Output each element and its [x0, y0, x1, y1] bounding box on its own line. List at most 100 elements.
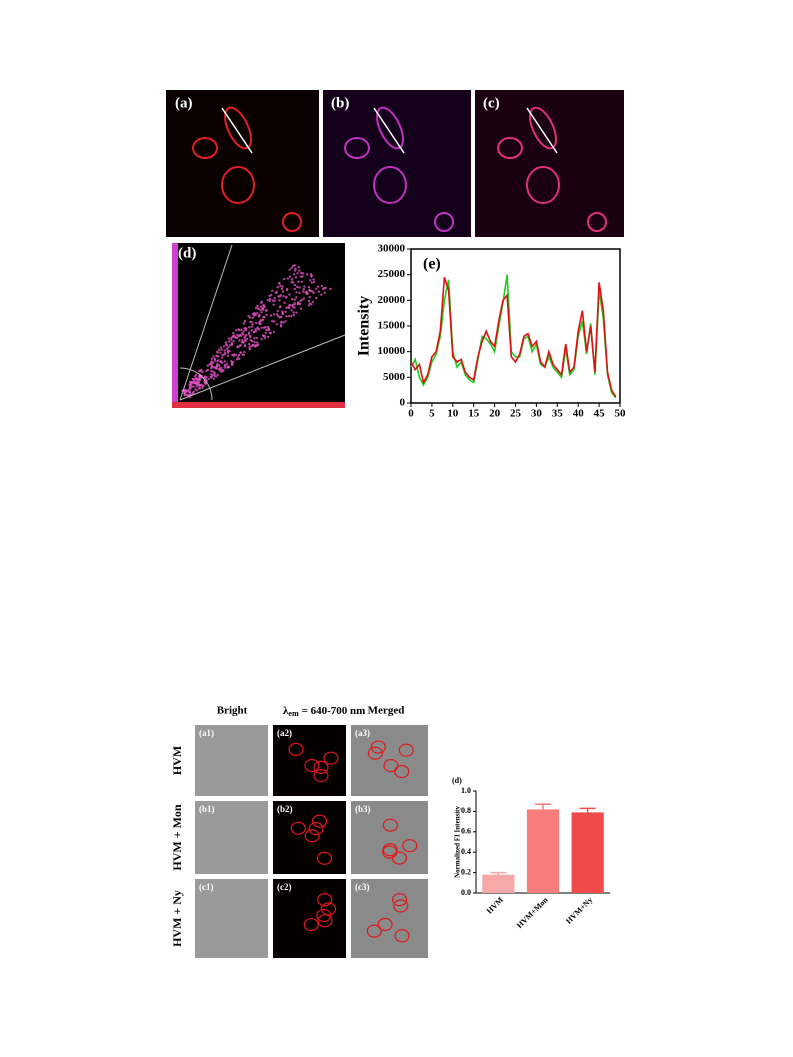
- scatter-dot: [295, 291, 298, 294]
- scatter-dot: [243, 336, 246, 340]
- cell: [304, 829, 320, 843]
- bar: [526, 809, 560, 893]
- scatter-dot: [207, 377, 210, 380]
- panel-label: (a2): [277, 728, 292, 738]
- panel-label: (b3): [355, 804, 371, 814]
- scatter-dot: [188, 383, 191, 386]
- micrograph: [351, 879, 428, 958]
- scatter-dot: [253, 337, 256, 340]
- scatter-dot: [300, 280, 303, 284]
- cell: [394, 929, 410, 943]
- scatter-dot: [323, 291, 326, 294]
- scatter-dot: [225, 344, 229, 347]
- axis-strip: [172, 243, 178, 408]
- scatter-dot: [291, 297, 294, 301]
- scatter-dot: [290, 266, 293, 270]
- panel-label: (b1): [199, 804, 215, 814]
- cell: [377, 917, 393, 932]
- scatter-dot: [253, 344, 256, 347]
- scatter-dot: [303, 285, 306, 288]
- scatter-dot: [254, 328, 257, 331]
- scatter-dot: [230, 343, 234, 346]
- scatter-dot: [198, 387, 201, 390]
- micrograph: [195, 879, 268, 958]
- scatter-dot: [267, 335, 270, 339]
- cell: [393, 899, 409, 913]
- scatter-dot: [244, 338, 247, 342]
- scatter-dot: [247, 342, 251, 346]
- scatter-dot: [282, 321, 285, 324]
- scatter-dot: [193, 378, 196, 381]
- scatter-dot: [220, 366, 223, 370]
- micrograph: [195, 725, 268, 796]
- scatter-dot: [307, 286, 311, 289]
- scatter-dot: [211, 373, 214, 377]
- cell: [382, 818, 398, 832]
- panel-label: (c): [483, 95, 500, 111]
- scatter-dot: [296, 301, 300, 304]
- series-line: [410, 276, 617, 398]
- scatter-dot: [276, 285, 279, 289]
- row-label: HVM + Ny: [170, 890, 184, 947]
- scatter-dot: [238, 357, 241, 361]
- cell: [308, 822, 324, 836]
- scatter-dot: [237, 345, 240, 349]
- scatter-dot: [290, 278, 294, 281]
- x-tick-label: 35: [552, 408, 564, 420]
- scatter-dot: [232, 335, 235, 338]
- scatter-dot: [206, 364, 209, 367]
- scatter-dot: [238, 339, 241, 342]
- cell: [316, 908, 332, 923]
- scatter-dot: [242, 333, 245, 336]
- panel-label: (b): [331, 95, 349, 111]
- scatter-dot: [305, 292, 309, 296]
- scatter-dot: [307, 299, 311, 303]
- scatter-dot: [264, 331, 267, 334]
- scatter-dot: [309, 279, 312, 282]
- bar-chart: 0.0 0.2 0.4 0.6 0.8 1.0 Normalized FI Intensit…: [452, 776, 610, 930]
- error-bar: [490, 871, 507, 875]
- panel-label: (c3): [355, 882, 370, 892]
- scatter-dot: [227, 366, 231, 369]
- scatter-dot: [268, 299, 271, 302]
- scatter-dot: [293, 273, 296, 276]
- scatter-dot: [230, 336, 233, 339]
- scatter-dot: [283, 301, 286, 304]
- scatter-dot: [190, 383, 193, 386]
- scatter-dot: [223, 360, 226, 363]
- scatter-dot: [212, 366, 215, 369]
- scatter-dot: [264, 335, 267, 338]
- scatter-dot: [265, 313, 268, 317]
- scatter-dot: [310, 274, 313, 278]
- y-tick-label: 0.0: [461, 888, 471, 897]
- scatter-dot: [235, 353, 238, 357]
- scatter-dot: [329, 287, 332, 291]
- scatter-dot: [232, 361, 235, 364]
- scatter-dot: [240, 334, 243, 337]
- scatter-dot: [309, 273, 313, 276]
- scatter-dot: [278, 299, 281, 302]
- scatter-dot: [248, 345, 251, 348]
- error-bar: [579, 807, 596, 813]
- scatter-dot: [220, 356, 224, 359]
- scatter-dot: [273, 313, 276, 316]
- profile-line: [221, 107, 253, 154]
- scatter-dot: [250, 325, 253, 328]
- y-axis-label: Normalized FI Intensity: [454, 806, 462, 878]
- y-tick-label: 5000: [383, 371, 406, 383]
- cells-b: [344, 106, 454, 232]
- scatter-dot: [297, 265, 301, 269]
- scatter-dot: [281, 285, 284, 288]
- panel-label: (c2): [277, 882, 292, 892]
- scatter-dot: [266, 298, 270, 302]
- scatter-dot: [295, 311, 298, 314]
- cells-a: [192, 106, 302, 232]
- scatter-dot: [308, 302, 311, 305]
- scatter-dot: [287, 315, 291, 318]
- scatter-dot: [293, 298, 296, 301]
- scatter-dot: [315, 287, 318, 290]
- scatter-dot: [188, 385, 191, 388]
- scatter-dot: [255, 343, 258, 346]
- scatter-dot: [271, 289, 274, 292]
